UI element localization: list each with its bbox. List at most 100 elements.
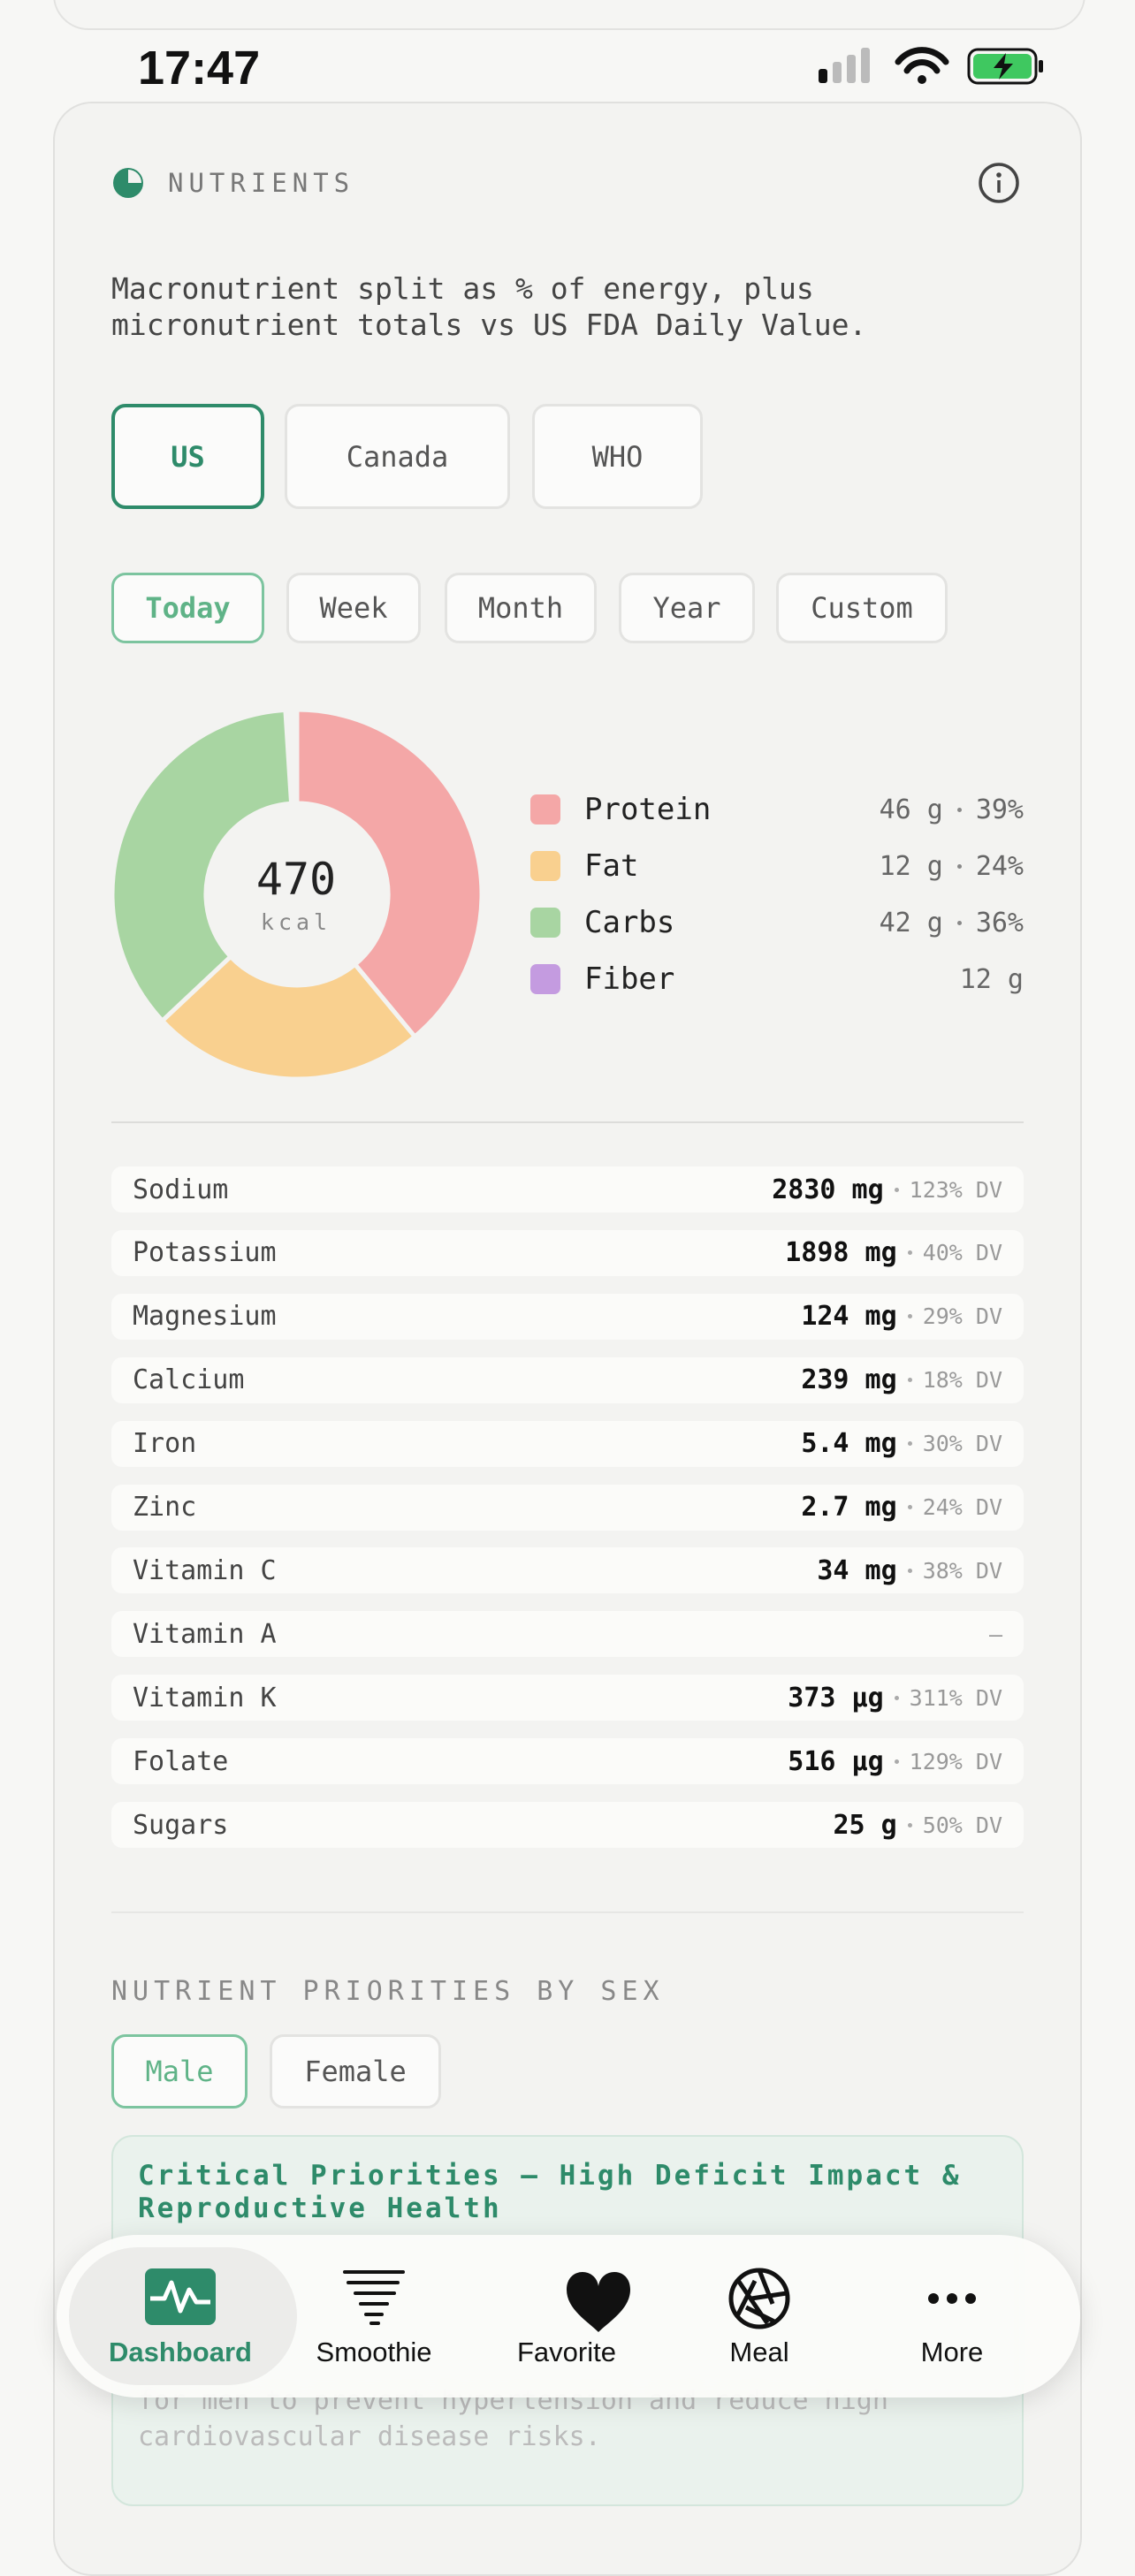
legend-row: Fiber 12 g bbox=[530, 957, 1024, 1001]
description-line: micronutrient totals vs US FDA Daily Val… bbox=[111, 308, 867, 342]
nutrient-amount: 2830 mg bbox=[772, 1174, 884, 1205]
page: 17:47 NUTRIENTS Macronutrient split as %… bbox=[53, 0, 1085, 2576]
nutrient-amount: 373 µg bbox=[788, 1682, 884, 1714]
separator-dot bbox=[907, 1378, 912, 1383]
separator-dot bbox=[956, 920, 962, 925]
donut-segment bbox=[294, 707, 484, 1040]
separator-dot bbox=[956, 863, 962, 869]
nutrient-row: Folate 516 µg 129% DV bbox=[111, 1738, 1024, 1785]
nutrient-dv: 50% DV bbox=[922, 1812, 1002, 1838]
period-button[interactable]: Month bbox=[445, 573, 597, 643]
legend-percent: 39% bbox=[975, 794, 1024, 825]
nutrient-name: Sugars bbox=[133, 1809, 229, 1841]
donut-segment bbox=[110, 707, 294, 1024]
nutrient-dv: 18% DV bbox=[922, 1367, 1002, 1394]
sex-button[interactable]: Male bbox=[111, 2034, 248, 2109]
nutrient-amount: 34 mg bbox=[817, 1554, 897, 1586]
nutrient-name: Magnesium bbox=[133, 1301, 277, 1333]
legend-percent: 24% bbox=[975, 850, 1024, 882]
legend-amount: 12 g bbox=[879, 850, 943, 882]
legend-swatch bbox=[530, 851, 560, 881]
top-card-edge bbox=[53, 0, 1085, 30]
divider bbox=[111, 1911, 1024, 1913]
legend-amount: 42 g bbox=[879, 907, 943, 938]
status-time: 17:47 bbox=[138, 42, 261, 95]
nav-item[interactable]: More bbox=[920, 2337, 984, 2367]
nav-item[interactable]: Favorite bbox=[517, 2337, 616, 2367]
legend-amount: 12 g bbox=[959, 963, 1024, 995]
nutrient-row: Sodium 2830 mg 123% DV bbox=[111, 1166, 1024, 1212]
period-button[interactable]: Today bbox=[111, 573, 264, 643]
separator-dot bbox=[907, 1314, 912, 1319]
header-title: NUTRIENTS bbox=[168, 168, 355, 198]
sex-button[interactable]: Female bbox=[270, 2034, 441, 2109]
separator-dot bbox=[907, 1568, 912, 1573]
energy-unit: kcal bbox=[260, 909, 332, 935]
separator-dot bbox=[894, 1759, 899, 1764]
nutrient-name: Vitamin A bbox=[133, 1618, 277, 1650]
period-button[interactable]: Custom bbox=[776, 573, 948, 643]
nutrient-amount: 516 µg bbox=[788, 1745, 884, 1777]
nutrient-dv: 311% DV bbox=[909, 1684, 1002, 1711]
separator-dot bbox=[894, 1187, 899, 1192]
priority-card-title: Critical Priorities — High Deficit Impac… bbox=[138, 2160, 962, 2225]
separator-dot bbox=[907, 1250, 912, 1256]
nutrient-name: Sodium bbox=[133, 1174, 229, 1205]
nutrient-row: Zinc 2.7 mg 24% DV bbox=[111, 1484, 1024, 1531]
region-button[interactable]: Canada bbox=[285, 404, 510, 509]
nutrient-dv: 40% DV bbox=[922, 1240, 1002, 1266]
nutrient-dv: 129% DV bbox=[909, 1748, 1002, 1774]
nutrient-amount: 5.4 mg bbox=[801, 1428, 897, 1460]
period-button[interactable]: Year bbox=[619, 573, 755, 643]
legend-name: Fat bbox=[584, 848, 639, 884]
legend-row: Carbs 42 g 36% bbox=[530, 900, 1024, 945]
legend-amount: 46 g bbox=[879, 794, 943, 825]
nutrient-row: Magnesium 124 mg 29% DV bbox=[111, 1293, 1024, 1340]
region-button[interactable]: WHO bbox=[532, 404, 703, 509]
nutrient-row: Vitamin A — bbox=[111, 1611, 1024, 1658]
nutrient-row: Potassium 1898 mg 40% DV bbox=[111, 1229, 1024, 1276]
energy-value: 470 bbox=[255, 854, 337, 905]
nutrient-name: Vitamin K bbox=[133, 1682, 277, 1714]
nutrient-dv: — bbox=[988, 1621, 1002, 1647]
nav-item[interactable]: Smoothie bbox=[316, 2337, 432, 2367]
period-button[interactable]: Week bbox=[286, 573, 421, 643]
priorities-title: NUTRIENT PRIORITIES BY SEX bbox=[111, 1976, 665, 2007]
nutrient-dv: 30% DV bbox=[922, 1431, 1002, 1457]
nutrient-name: Zinc bbox=[133, 1492, 197, 1523]
nutrient-dv: 123% DV bbox=[909, 1176, 1002, 1203]
nav-item[interactable]: Dashboard bbox=[109, 2337, 252, 2367]
nutrient-amount: 25 g bbox=[833, 1809, 897, 1841]
legend-percent: 36% bbox=[975, 907, 1024, 938]
info-button[interactable] bbox=[978, 162, 1020, 204]
nutrient-dv: 29% DV bbox=[922, 1303, 1002, 1330]
nutrient-amount: 2.7 mg bbox=[801, 1492, 897, 1523]
text-line: cardiovascular disease risks. bbox=[138, 2421, 601, 2452]
nutrient-name: Calcium bbox=[133, 1364, 245, 1396]
nutrient-name: Potassium bbox=[133, 1237, 277, 1269]
legend-row: Fat 12 g 24% bbox=[530, 844, 1024, 888]
separator-dot bbox=[894, 1695, 899, 1700]
header-icon bbox=[113, 168, 143, 198]
legend-name: Fiber bbox=[584, 961, 675, 997]
nutrient-name: Iron bbox=[133, 1428, 197, 1460]
nutrient-dv: 24% DV bbox=[922, 1494, 1002, 1520]
nutrient-name: Folate bbox=[133, 1745, 229, 1777]
nutrient-amount: 124 mg bbox=[801, 1301, 897, 1333]
legend-swatch bbox=[530, 908, 560, 938]
region-button[interactable]: US bbox=[111, 404, 264, 509]
legend-swatch bbox=[530, 794, 560, 824]
nav-item[interactable]: Meal bbox=[729, 2337, 789, 2367]
nutrient-row: Iron 5.4 mg 30% DV bbox=[111, 1420, 1024, 1467]
nutrient-name: Vitamin C bbox=[133, 1554, 277, 1586]
status-icons bbox=[819, 47, 1043, 85]
separator-dot bbox=[907, 1505, 912, 1509]
title-line: Reproductive Health bbox=[138, 2192, 502, 2224]
separator-dot bbox=[956, 807, 962, 812]
title-line: Critical Priorities — High Deficit Impac… bbox=[138, 2160, 962, 2192]
nutrient-dv: 38% DV bbox=[922, 1557, 1002, 1584]
legend-name: Protein bbox=[584, 792, 712, 827]
description-line: Macronutrient split as % of energy, plus bbox=[111, 271, 814, 306]
divider bbox=[111, 1121, 1024, 1123]
nutrient-amount: 239 mg bbox=[801, 1364, 897, 1396]
